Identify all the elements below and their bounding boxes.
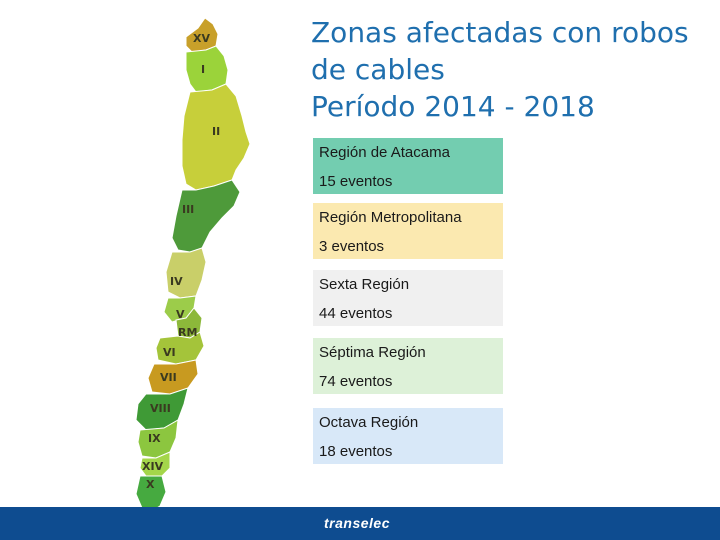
transelec-logo: transelec [324,515,390,531]
label-x: X [146,478,155,491]
region-name: Sexta Región [319,276,410,293]
region-name: Séptima Región [319,344,426,361]
chile-regions-map: XV I II III IV V RM VI VII VIII IX XIV X [0,0,300,540]
label-iv: IV [170,275,183,288]
label-i: I [201,63,206,76]
region-name: Región Metropolitana [319,209,462,226]
label-v: V [176,308,185,321]
footer-bar: transelec [0,507,720,540]
region-vi-shape [155,331,205,365]
region-name: Octava Región [319,414,419,431]
region-card-metropolitana: Región Metropolitana 3 eventos [313,203,503,259]
label-rm: RM [178,326,198,339]
region-events: 44 eventos [319,305,393,322]
label-viii: VIII [150,402,171,415]
map-graphic [127,17,251,540]
region-events: 3 eventos [319,238,385,255]
title-line-3: Período 2014 - 2018 [311,90,595,123]
region-events: 18 eventos [319,443,393,460]
region-iv-shape [165,247,207,299]
region-card-octava: Octava Región 18 eventos [313,408,503,464]
label-vi: VI [163,346,176,359]
title-line-2: de cables [311,53,445,86]
region-card-septima: Séptima Región 74 eventos [313,338,503,394]
region-i-shape [185,45,229,93]
region-events: 74 eventos [319,373,393,390]
region-card-atacama: Región de Atacama 15 eventos [313,138,503,194]
label-vii: VII [160,371,177,384]
label-xv: XV [193,32,210,45]
region-name: Región de Atacama [319,144,450,161]
label-ii: II [212,125,221,138]
label-iii: III [182,203,195,216]
title-line-1: Zonas afectadas con robos [311,16,689,49]
region-iii-shape [171,179,241,253]
page-title: Zonas afectadas con robos de cables Perí… [311,14,716,125]
region-ii-shape [181,83,251,191]
region-card-sexta: Sexta Región 44 eventos [313,270,503,326]
region-xv-shape [185,17,219,53]
region-events: 15 eventos [319,173,393,190]
label-ix: IX [148,432,161,445]
label-xiv: XIV [142,460,164,473]
region-xiv-shape [139,451,171,477]
